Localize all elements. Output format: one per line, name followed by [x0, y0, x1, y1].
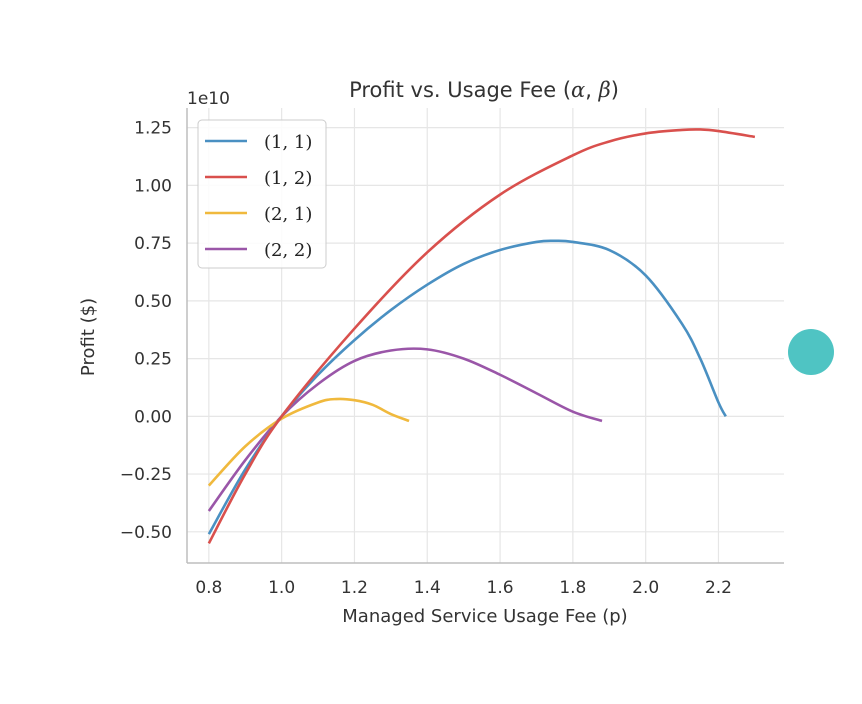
- y-tick-label: 0.50: [134, 292, 172, 312]
- x-axis-title: Managed Service Usage Fee (p): [342, 606, 627, 627]
- chart-title-beta: β: [598, 78, 611, 102]
- legend-label: (2, 2): [264, 240, 312, 261]
- x-tick-label: 2.2: [705, 578, 732, 598]
- y-tick-label: −0.25: [120, 465, 172, 485]
- chart-title: Profit vs. Usage Fee (α, β): [349, 78, 619, 102]
- legend-label: (1, 1): [264, 132, 312, 153]
- y-tick-label: −0.50: [120, 523, 172, 543]
- legend-frame: [197, 119, 327, 269]
- y-tick-label: 1.00: [134, 176, 172, 196]
- chart-title-alpha: α: [571, 78, 585, 102]
- x-tick-label: 2.0: [632, 578, 659, 598]
- teal-circle-marker[interactable]: [788, 329, 834, 375]
- y-tick-label: 0.00: [134, 407, 172, 427]
- chart-title-close: ): [611, 78, 619, 102]
- y-tick-labels: −0.50 −0.25 0.00 0.25 0.50 0.75 1.00 1.25: [120, 119, 172, 543]
- legend-label: (2, 1): [264, 204, 312, 225]
- x-tick-label: 1.0: [268, 578, 295, 598]
- axes-spines: [186, 108, 784, 564]
- y-tick-label: 0.75: [134, 234, 172, 254]
- series-line: [207, 397, 410, 487]
- x-tick-label: 1.8: [559, 578, 586, 598]
- x-tick-label: 1.6: [487, 578, 514, 598]
- series-line: [207, 347, 603, 512]
- legend: (1, 1) (1, 2) (2, 1) (2, 2): [197, 119, 327, 269]
- x-tick-label: 1.4: [414, 578, 441, 598]
- series-line: [207, 128, 756, 544]
- y-tick-label: 0.25: [134, 350, 172, 370]
- x-tick-labels: 0.8 1.0 1.2 1.4 1.6 1.8 2.0 2.2: [195, 578, 732, 598]
- y-tick-label: 1.25: [134, 119, 172, 139]
- y-scale-label: 1e10: [187, 89, 230, 109]
- series-line: [207, 239, 727, 535]
- legend-label: (1, 2): [264, 168, 312, 189]
- x-tick-label: 1.2: [341, 578, 368, 598]
- chart-title-sep: ,: [585, 78, 598, 102]
- x-tick-label: 0.8: [195, 578, 222, 598]
- y-axis-title: Profit ($): [78, 298, 99, 376]
- chart-title-text: Profit vs. Usage Fee (: [349, 78, 571, 102]
- series-lines: [207, 128, 756, 544]
